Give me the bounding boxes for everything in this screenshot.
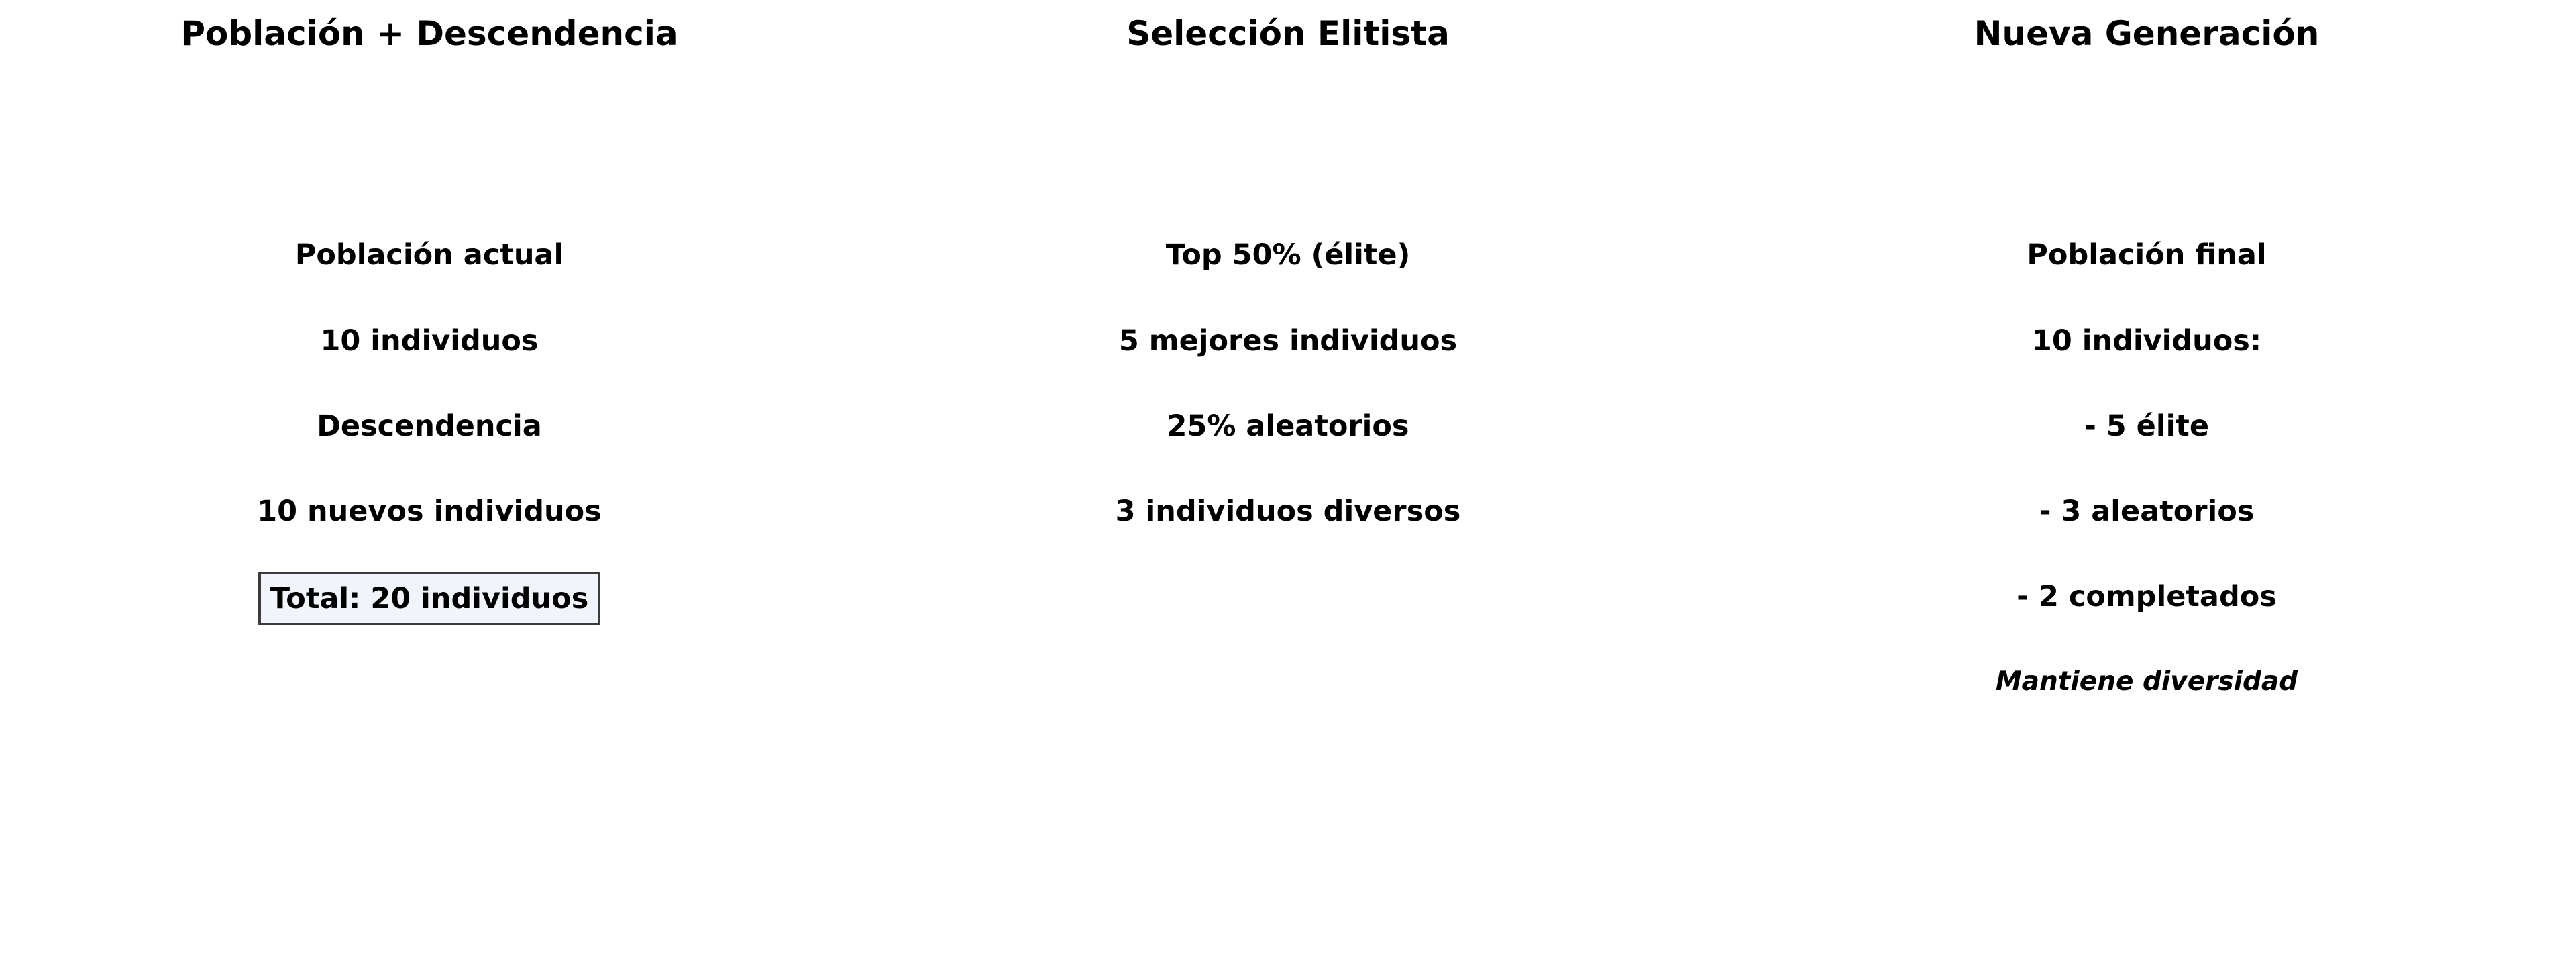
- panel-item: Población final: [2027, 238, 2267, 272]
- panel-title: Nueva Generación: [1974, 14, 2320, 53]
- panel-population-offspring: Población + Descendencia Población actua…: [0, 0, 859, 953]
- panel-title: Selección Elitista: [1126, 14, 1450, 53]
- panel-item: 10 nuevos individuos: [257, 495, 602, 528]
- panel-item: - 5 élite: [2084, 409, 2210, 443]
- diversity-note: Mantiene diversidad: [1995, 666, 2298, 697]
- panel-item: 5 mejores individuos: [1118, 324, 1458, 358]
- total-box-wrapper: Total: 20 individuos: [0, 572, 859, 625]
- panel-new-generation: Nueva Generación Población final 10 indi…: [1717, 0, 2576, 953]
- panel-item: Top 50% (élite): [1165, 238, 1411, 272]
- panel-item: 3 individuos diversos: [1115, 495, 1461, 528]
- total-box: Total: 20 individuos: [258, 572, 601, 625]
- panel-item: 10 individuos:: [2031, 324, 2262, 358]
- panel-item: - 2 completados: [2017, 580, 2277, 613]
- panel-item: 10 individuos: [320, 324, 539, 358]
- panel-item: Descendencia: [317, 409, 542, 443]
- panel-elitist-selection: Selección Elitista Top 50% (élite) 5 mej…: [859, 0, 1717, 953]
- panel-title: Población + Descendencia: [180, 14, 678, 53]
- panel-item: 25% aleatorios: [1167, 409, 1409, 443]
- panel-item: - 3 aleatorios: [2039, 495, 2255, 528]
- panel-item: Población actual: [294, 238, 564, 272]
